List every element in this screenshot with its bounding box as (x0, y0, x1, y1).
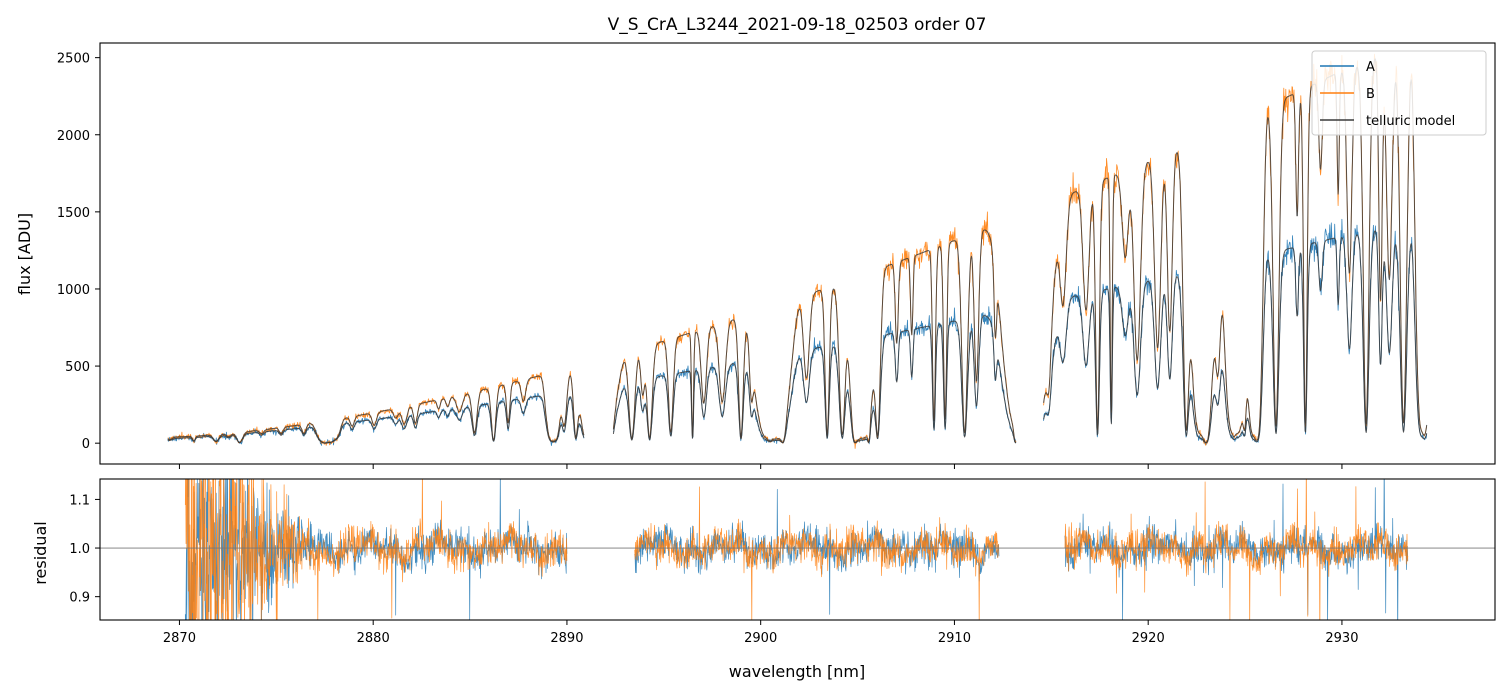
flux-ylabel: flux [ADU] (15, 213, 34, 295)
residual-a-line (1064, 479, 1409, 620)
residual-ytick-label: 1.0 (69, 542, 90, 557)
telluric-model-line (1043, 230, 1428, 444)
residual-xtick-label: 2910 (938, 631, 971, 646)
residual-xtick-label: 2920 (1132, 631, 1165, 646)
chart-title: V_S_CrA_L3244_2021-09-18_02503 order 07 (608, 15, 987, 35)
residual-b-line (1064, 479, 1409, 620)
residual-axis-ticks: 2870 2880 2890 2900 2910 2920 2930 0.9 1.0 1.1 (69, 493, 1358, 646)
residual-axes-frame (99, 478, 1496, 621)
residual-ytick-label: 1.1 (69, 493, 90, 508)
flux-ytick-label: 500 (65, 360, 90, 375)
residual-b-line (184, 479, 568, 620)
residual-b-line (634, 486, 1000, 620)
legend-box (1311, 50, 1487, 136)
telluric-model-line (1043, 58, 1428, 444)
telluric-model-line (612, 315, 1017, 444)
flux-ytick-label: 2500 (57, 52, 90, 67)
residual-xtick-label: 2870 (163, 631, 196, 646)
residual-xlabel: wavelength [nm] (729, 662, 866, 681)
flux-axes-frame (99, 42, 1496, 465)
flux-axis-ticks: 0 500 1000 1500 2000 2500 (57, 52, 1343, 469)
telluric-model-line (612, 229, 1017, 444)
flux-ytick-label: 1000 (57, 283, 90, 298)
residual-ylabel: residual (31, 521, 50, 584)
flux-ytick-label: 0 (82, 437, 90, 452)
residual-xtick-label: 2900 (744, 631, 777, 646)
residual-ytick-label: 0.9 (69, 591, 90, 606)
legend-label-telluric: telluric model (1366, 114, 1455, 129)
flux-series-group (167, 53, 1428, 449)
legend-label-b: B (1366, 87, 1375, 102)
telluric-model-line (167, 375, 585, 444)
residual-panel: 2870 2880 2890 2900 2910 2920 2930 0.9 1.0 1.1 re… (31, 478, 1496, 681)
legend: A B telluric model (1311, 50, 1487, 136)
residual-xtick-label: 2890 (550, 631, 583, 646)
residual-xtick-label: 2880 (357, 631, 390, 646)
flux-ytick-label: 2000 (57, 129, 90, 144)
series-b-line (613, 211, 1017, 449)
residual-xtick-label: 2930 (1325, 631, 1358, 646)
flux-panel: 0 500 1000 1500 2000 2500 flux [ADU] A B tell… (15, 42, 1496, 469)
flux-ytick-label: 1500 (57, 206, 90, 221)
legend-label-a: A (1366, 60, 1375, 75)
residual-series-group (100, 479, 1495, 620)
